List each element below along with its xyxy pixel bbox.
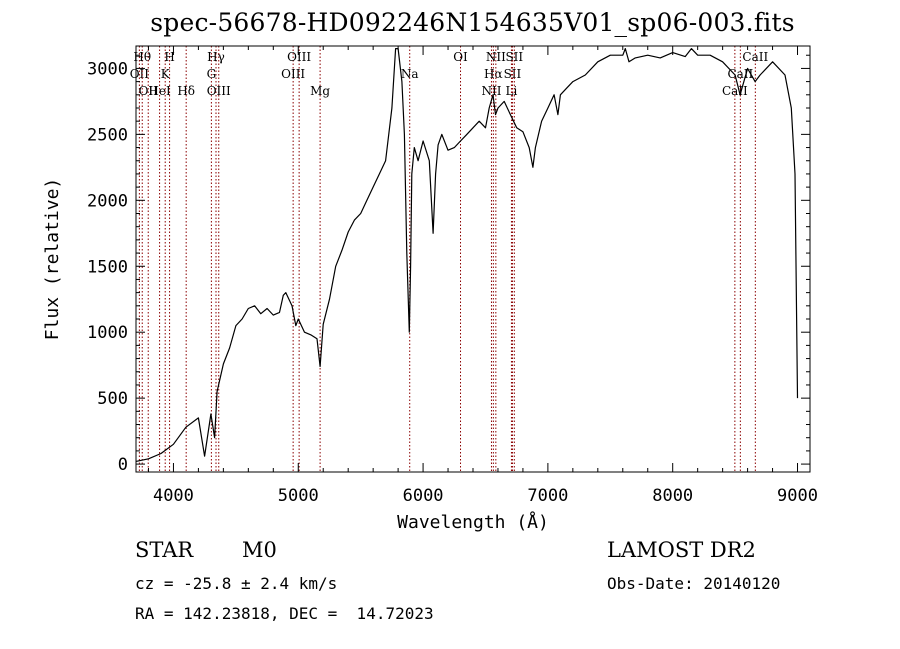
radec-text: RA = 142.23818, DEC = 14.72023: [135, 604, 434, 623]
spectral-line-label: CaII: [742, 50, 768, 64]
x-tick-label: 8000: [652, 486, 693, 506]
x-tick-label: 6000: [403, 486, 444, 506]
spectral-line-label: OIII: [287, 50, 311, 64]
spectral-line-label: OIII: [207, 84, 231, 98]
spectral-line-label: OII: [139, 84, 159, 98]
y-tick-label: 2000: [87, 191, 128, 211]
spectral-line-label: Hδ: [177, 84, 195, 98]
x-axis-label: Wavelength (Å): [397, 511, 549, 533]
spectrum-line: [135, 48, 799, 462]
x-tick-label: 9000: [777, 486, 818, 506]
redshift-text: cz = -25.8 ± 2.4 km/s: [135, 574, 338, 593]
spectral-line-label: NII: [486, 50, 506, 64]
x-tick-label: 4000: [153, 486, 194, 506]
y-tick-label: 1500: [87, 257, 128, 277]
spectral-line-label: SII: [504, 67, 522, 81]
spectral-line-label: SII: [505, 50, 523, 64]
spectral-line-label: G: [207, 67, 217, 81]
y-tick-label: 500: [97, 389, 128, 409]
spectral-line-label: K: [161, 67, 171, 81]
survey-label: LAMOST DR2: [607, 538, 756, 562]
x-tick-label: 5000: [278, 486, 319, 506]
spectral-line-label: CaII: [727, 67, 753, 81]
plot-frame: [135, 45, 811, 473]
y-axis-label: Flux (relative): [42, 178, 63, 341]
y-tick-label: 2500: [87, 125, 128, 145]
spectral-line-label: Hα: [484, 67, 503, 81]
object-class: STAR: [135, 538, 194, 562]
spectral-line-label: OII: [130, 67, 150, 81]
spectral-line-label: OI: [453, 50, 468, 64]
spectral-line-label: OIII: [281, 67, 305, 81]
spectral-line-label: Na: [401, 67, 419, 81]
y-tick-label: 0: [118, 455, 128, 475]
chart-title: spec-56678-HD092246N154635V01_sp06-003.f…: [150, 8, 795, 37]
spectral-line-label: HeI: [148, 84, 171, 98]
spectral-line-label: Hθ: [133, 50, 151, 64]
spectral-line-label: CaII: [722, 84, 748, 98]
spectral-line-label: Hγ: [207, 50, 225, 64]
obs-date-text: Obs-Date: 20140120: [607, 574, 781, 593]
object-subclass: M0: [242, 538, 277, 562]
spectral-line-label: Mg: [310, 84, 330, 98]
y-tick-label: 1000: [87, 323, 128, 343]
y-tick-label: 3000: [87, 59, 128, 79]
x-tick-label: 7000: [527, 486, 568, 506]
spectral-line-label: H: [164, 50, 174, 64]
spectral-line-label: Li: [506, 84, 518, 98]
spectral-line-label: NII: [481, 84, 501, 98]
